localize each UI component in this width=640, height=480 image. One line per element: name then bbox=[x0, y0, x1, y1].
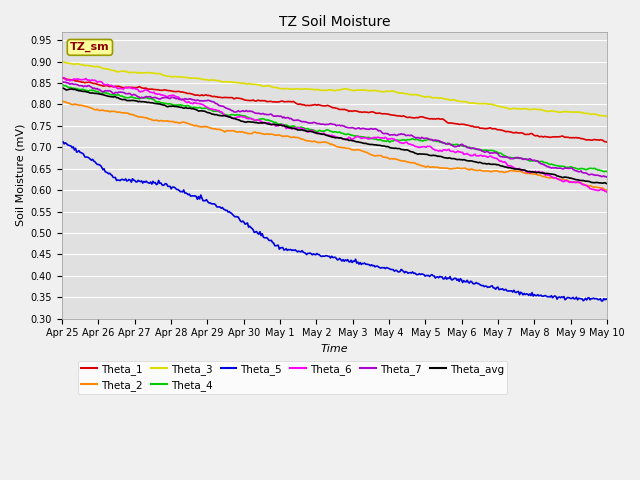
Theta_7 bbox=[459, 142, 467, 147]
Theta_6 bbox=[460, 152, 468, 157]
Theta_2 bbox=[389, 156, 397, 162]
Theta_4 bbox=[363, 135, 371, 141]
Theta_7 bbox=[228, 108, 236, 113]
Theta_3 bbox=[553, 109, 561, 115]
Line: Theta_6: Theta_6 bbox=[62, 78, 607, 192]
Theta_2 bbox=[363, 150, 371, 156]
Theta_1 bbox=[553, 134, 561, 140]
Theta_1 bbox=[288, 99, 296, 105]
Theta_avg bbox=[460, 157, 468, 163]
Theta_5 bbox=[364, 262, 372, 267]
Theta_6 bbox=[60, 75, 67, 81]
Theta_avg bbox=[604, 181, 611, 187]
Theta_7 bbox=[389, 132, 397, 138]
Theta_4 bbox=[459, 143, 467, 149]
Theta_3 bbox=[604, 114, 611, 120]
Line: Theta_2: Theta_2 bbox=[62, 101, 607, 190]
Theta_3 bbox=[363, 87, 371, 93]
Theta_avg bbox=[390, 145, 398, 151]
Line: Theta_7: Theta_7 bbox=[62, 82, 607, 177]
Theta_3 bbox=[228, 79, 236, 85]
Theta_7 bbox=[553, 166, 561, 171]
Theta_6 bbox=[58, 75, 66, 81]
Theta_avg bbox=[364, 141, 372, 147]
Theta_7 bbox=[58, 79, 66, 84]
Theta_4 bbox=[288, 123, 296, 129]
Theta_1 bbox=[604, 139, 611, 145]
Theta_6 bbox=[364, 136, 372, 142]
Text: TZ_sm: TZ_sm bbox=[70, 42, 109, 52]
Theta_2 bbox=[228, 128, 236, 133]
Y-axis label: Soil Moisture (mV): Soil Moisture (mV) bbox=[15, 124, 25, 227]
Theta_5 bbox=[289, 247, 297, 253]
Theta_6 bbox=[289, 125, 297, 131]
Line: Theta_1: Theta_1 bbox=[62, 78, 607, 142]
Theta_2 bbox=[288, 134, 296, 140]
Theta_1 bbox=[389, 112, 397, 118]
Line: Theta_3: Theta_3 bbox=[62, 62, 607, 117]
Theta_3 bbox=[288, 86, 296, 92]
Theta_4 bbox=[604, 169, 611, 175]
Theta_2 bbox=[459, 166, 467, 171]
Theta_5 bbox=[390, 268, 398, 274]
Theta_7 bbox=[363, 126, 371, 132]
Theta_4 bbox=[58, 82, 66, 88]
Theta_1 bbox=[228, 95, 236, 100]
Theta_avg bbox=[554, 173, 562, 179]
Theta_avg bbox=[289, 125, 297, 131]
Line: Theta_avg: Theta_avg bbox=[62, 88, 607, 184]
Theta_2 bbox=[553, 176, 561, 181]
Theta_5 bbox=[604, 297, 611, 302]
Line: Theta_5: Theta_5 bbox=[62, 142, 607, 301]
Theta_6 bbox=[604, 190, 611, 195]
Theta_3 bbox=[58, 59, 66, 65]
X-axis label: Time: Time bbox=[321, 344, 348, 354]
Theta_5 bbox=[229, 212, 237, 217]
Theta_avg bbox=[229, 115, 237, 121]
Theta_4 bbox=[600, 169, 607, 175]
Theta_avg bbox=[60, 85, 67, 91]
Theta_6 bbox=[390, 136, 398, 142]
Theta_avg bbox=[58, 85, 66, 91]
Theta_7 bbox=[604, 174, 611, 180]
Theta_3 bbox=[459, 99, 467, 105]
Title: TZ Soil Moisture: TZ Soil Moisture bbox=[279, 15, 390, 29]
Theta_2 bbox=[58, 98, 66, 104]
Theta_5 bbox=[58, 139, 66, 145]
Legend: Theta_1, Theta_2, Theta_3, Theta_4, Theta_5, Theta_6, Theta_7, Theta_avg: Theta_1, Theta_2, Theta_3, Theta_4, Thet… bbox=[78, 360, 507, 394]
Line: Theta_4: Theta_4 bbox=[62, 85, 607, 172]
Theta_7 bbox=[288, 116, 296, 122]
Theta_5 bbox=[60, 139, 67, 144]
Theta_4 bbox=[389, 138, 397, 144]
Theta_1 bbox=[459, 121, 467, 127]
Theta_5 bbox=[460, 278, 468, 284]
Theta_4 bbox=[228, 112, 236, 118]
Theta_5 bbox=[554, 294, 562, 300]
Theta_1 bbox=[363, 109, 371, 115]
Theta_5 bbox=[598, 298, 605, 304]
Theta_2 bbox=[604, 187, 611, 193]
Theta_6 bbox=[229, 116, 237, 121]
Theta_1 bbox=[58, 75, 66, 81]
Theta_4 bbox=[553, 163, 561, 168]
Theta_6 bbox=[554, 176, 562, 182]
Theta_3 bbox=[389, 88, 397, 94]
